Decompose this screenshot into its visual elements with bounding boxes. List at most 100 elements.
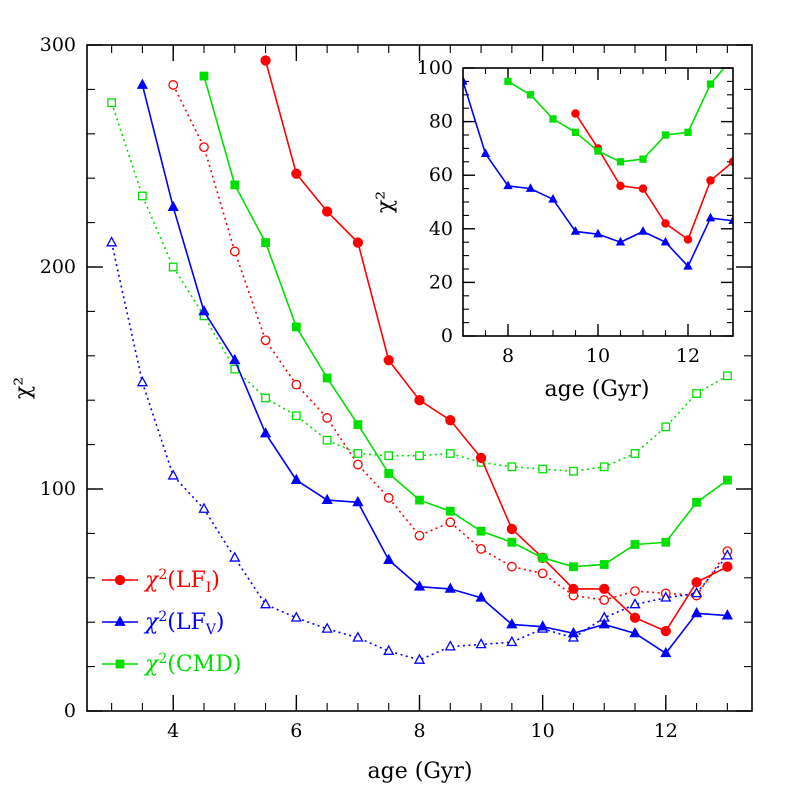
square-marker: [107, 98, 117, 108]
triangle-marker: [570, 226, 581, 235]
circle-marker: [414, 530, 425, 541]
y-tick-label: 60: [429, 164, 453, 186]
triangle-marker: [503, 180, 513, 190]
circle-marker: [630, 586, 640, 597]
circle-marker: [661, 219, 670, 228]
square-marker: [630, 449, 640, 458]
x-tick-label: 4: [167, 720, 179, 742]
legend-label-part: ): [216, 610, 225, 635]
legend-label-part: χ: [143, 610, 160, 635]
triangle-marker: [383, 644, 395, 655]
triangle-marker: [259, 598, 272, 609]
y-tick-label: 100: [417, 57, 453, 79]
triangle-marker: [567, 626, 580, 638]
legend: χ2(LFI)χ2(LFV)χ2(CMD): [102, 567, 241, 677]
triangle-marker: [660, 646, 672, 658]
square-marker: [639, 155, 647, 163]
circle-marker: [683, 235, 693, 244]
square-marker: [230, 180, 240, 190]
triangle-marker: [721, 549, 733, 560]
square-marker: [353, 449, 363, 458]
circle-marker: [383, 492, 394, 503]
y-tick-label: 100: [40, 478, 76, 500]
square-marker: [504, 77, 512, 86]
inset-tick-labels: 8 10 12 0 20 40 60 80 100: [417, 57, 700, 367]
x-tick-label: 8: [413, 720, 425, 742]
triangle-marker: [290, 611, 302, 622]
square-marker: [730, 54, 736, 60]
triangle-marker: [383, 553, 395, 564]
square-marker: [661, 422, 671, 432]
square-marker: [199, 71, 209, 81]
square-marker: [630, 540, 640, 549]
circle-marker: [291, 379, 302, 390]
triangle-marker: [444, 582, 456, 593]
x-tick-label: 8: [502, 345, 514, 367]
solid-circle-series: [571, 109, 733, 244]
y-tick-label: 0: [64, 700, 76, 722]
circle-marker: [568, 583, 579, 595]
solid-square-series: [199, 71, 732, 572]
solid-square-series: [504, 54, 736, 166]
square-marker: [445, 506, 455, 516]
legend-triangle-marker: [114, 615, 126, 626]
square-marker: [549, 115, 557, 123]
legend-entry: χ2(LFV): [102, 609, 224, 638]
circle-marker: [537, 568, 548, 579]
square-marker: [684, 128, 692, 136]
square-marker: [384, 451, 394, 461]
triangle-marker: [721, 609, 733, 620]
legend-label-part: ): [211, 568, 220, 593]
square-marker: [138, 191, 147, 201]
triangle-marker: [475, 591, 487, 602]
square-marker: [261, 393, 270, 403]
circle-marker: [599, 583, 610, 595]
circle-marker: [260, 335, 271, 346]
circle-marker: [229, 246, 240, 257]
triangle-marker: [413, 653, 426, 664]
square-marker: [569, 562, 578, 572]
circle-marker: [728, 157, 733, 167]
circle-marker: [168, 80, 179, 90]
legend-label-part: χ: [143, 652, 160, 677]
square-marker: [722, 371, 732, 381]
triangle-marker: [321, 493, 333, 505]
triangle-marker: [167, 469, 179, 480]
legend-label-part: I: [206, 580, 212, 596]
circle-marker: [291, 168, 302, 179]
circle-marker: [352, 237, 364, 248]
circle-marker: [638, 184, 648, 193]
triangle-marker: [506, 618, 518, 629]
triangle-marker: [106, 236, 118, 247]
legend-label-part: (LF: [167, 568, 205, 593]
triangle-marker: [705, 212, 716, 222]
circle-marker: [506, 561, 517, 572]
y-tick-label: 20: [429, 271, 453, 293]
dotted-square-series: [107, 98, 732, 476]
legend-label: χ2(LFV): [143, 609, 224, 638]
series-line: [264, 60, 728, 633]
circle-marker: [476, 544, 486, 554]
square-marker: [415, 451, 424, 461]
y-tick-label: 300: [40, 34, 76, 56]
square-marker: [571, 128, 580, 136]
triangle-marker: [352, 631, 364, 642]
triangle-marker: [506, 635, 518, 647]
triangle-marker: [463, 76, 468, 85]
triangle-marker: [198, 305, 210, 316]
circle-marker: [260, 55, 271, 66]
circle-marker: [706, 176, 715, 185]
triangle-marker: [728, 215, 733, 225]
triangle-marker: [690, 606, 703, 618]
inset-x-axis-label: age (Gyr): [545, 377, 650, 402]
triangle-marker: [259, 427, 272, 438]
series-line: [141, 84, 728, 655]
triangle-marker: [136, 78, 149, 89]
triangle-marker: [683, 260, 693, 270]
y-tick-label: 200: [40, 256, 76, 278]
inset-series-group: [463, 54, 736, 270]
y-tick-label: 80: [429, 111, 453, 133]
legend-label-part: (CMD): [167, 652, 241, 677]
